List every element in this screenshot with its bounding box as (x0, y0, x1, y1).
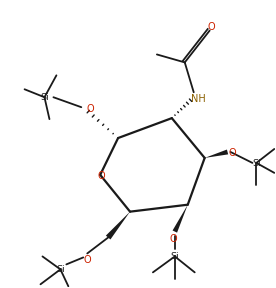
Text: O: O (97, 171, 105, 181)
Text: O: O (229, 148, 236, 158)
Text: O: O (83, 255, 91, 266)
Text: O: O (208, 22, 216, 32)
Text: Si: Si (40, 93, 49, 102)
Text: Si: Si (171, 252, 179, 261)
Text: NH: NH (191, 94, 206, 104)
Polygon shape (106, 212, 130, 239)
Polygon shape (205, 149, 228, 158)
Text: O: O (86, 104, 94, 114)
Polygon shape (172, 205, 188, 233)
Text: Si: Si (252, 159, 261, 168)
Text: Si: Si (56, 265, 65, 274)
Text: O: O (169, 234, 177, 244)
